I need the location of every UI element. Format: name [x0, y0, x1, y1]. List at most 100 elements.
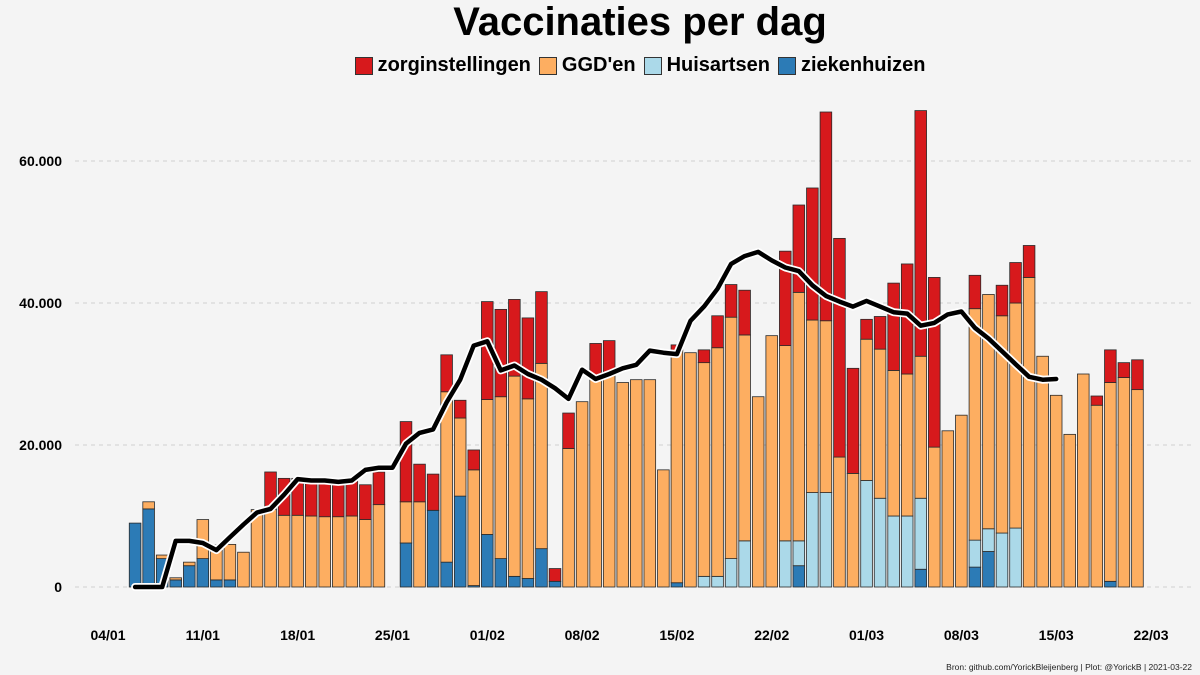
bar-segment-ggd-en [183, 561, 196, 567]
bar-segment-ggd-en [1077, 373, 1090, 588]
moving-average-line [132, 249, 1059, 590]
bar-segment-zorginstellingen [819, 111, 833, 322]
bar-segment-ggd-en [535, 362, 548, 550]
bar-segment-ziekenhuizen [223, 579, 237, 588]
bar-segment-ggd-en [1063, 433, 1076, 588]
bar-segment-huisartsen [914, 497, 927, 570]
bar-segment-ggd-en [1036, 355, 1049, 588]
bar-segment-ggd-en [900, 373, 914, 517]
bar-segment-zorginstellingen [968, 274, 982, 310]
bar-segment-huisartsen [995, 532, 1009, 588]
bar-segment-huisartsen [738, 540, 751, 588]
bar-segment-huisartsen [779, 540, 792, 588]
bar-segment-zorginstellingen [914, 110, 927, 357]
legend: zorginstellingen GGD'en Huisartsen ziekenhu… [0, 54, 1200, 77]
bar-segment-ggd-en [142, 501, 155, 510]
legend-label-zorginstellingen: zorginstellingen [377, 54, 531, 76]
bar-segment-ggd-en [494, 396, 508, 560]
bars-group [128, 110, 1144, 588]
bar-segment-ggd-en [630, 379, 643, 588]
bar-segment-ggd-en [318, 516, 331, 588]
bar-segment-zorginstellingen [873, 316, 887, 350]
bar-segment-huisartsen [860, 480, 873, 588]
bar-segment-ggd-en [1022, 277, 1036, 588]
bar-segment-zorginstellingen [928, 277, 941, 448]
bar-segment-ggd-en [602, 373, 616, 588]
y-tick-label: 0 [54, 579, 62, 595]
x-tick-label: 18/01 [280, 627, 315, 643]
bar-segment-ggd-en [724, 316, 738, 560]
bar-segment-ziekenhuizen [128, 522, 142, 588]
bar-segment-ggd-en [697, 362, 711, 577]
bar-segment-zorginstellingen [697, 349, 711, 364]
bar-segment-ggd-en [345, 515, 359, 588]
bar-segment-ggd-en [968, 308, 982, 541]
bar-segment-zorginstellingen [887, 282, 900, 371]
x-tick-label: 25/01 [375, 627, 410, 643]
bar-segment-ggd-en [751, 396, 765, 588]
bar-segment-ziekenhuizen [426, 509, 440, 588]
bar-segment-zorginstellingen [1131, 359, 1144, 391]
bar-segment-ggd-en [372, 504, 386, 588]
bar-segment-ziekenhuizen [670, 582, 684, 588]
bar-segment-ziekenhuizen [183, 565, 196, 588]
bar-segment-ggd-en [155, 554, 169, 559]
y-tick-label: 60.000 [19, 153, 62, 169]
bar-segment-ggd-en [819, 320, 833, 493]
bar-segment-ziekenhuizen [914, 568, 927, 588]
bar-segment-ggd-en [643, 379, 657, 588]
bar-segment-huisartsen [968, 539, 982, 568]
bar-segment-ziekenhuizen [508, 575, 521, 588]
bar-segment-ggd-en [508, 375, 521, 577]
bar-segment-ggd-en [779, 345, 792, 542]
x-tick-label: 08/02 [565, 627, 600, 643]
source-caption: Bron: github.com/YorickBleijenberg | Plo… [946, 662, 1192, 672]
bar-segment-zorginstellingen [304, 481, 318, 517]
bar-segment-ggd-en [792, 291, 806, 542]
bar-segment-zorginstellingen [508, 299, 521, 377]
bar-segment-ggd-en [453, 417, 467, 497]
bar-segment-ggd-en [264, 509, 277, 588]
bar-segment-ziekenhuizen [210, 579, 223, 588]
bar-segment-huisartsen [900, 515, 914, 588]
bar-segment-ggd-en [833, 456, 846, 588]
bar-segment-ggd-en [955, 414, 968, 588]
bar-segment-ggd-en [481, 399, 494, 535]
bar-segment-huisartsen [819, 492, 833, 588]
bar-segment-ggd-en [332, 516, 345, 588]
bar-segment-huisartsen [887, 515, 900, 588]
legend-label-ggd-en: GGD'en [561, 54, 636, 76]
legend-label-huisartsen: Huisartsen [666, 54, 770, 76]
bar-segment-zorginstellingen [467, 449, 480, 471]
bar-segment-ziekenhuizen [399, 542, 413, 588]
bar-segment-zorginstellingen [846, 367, 860, 474]
bar-segment-ggd-en [1009, 302, 1022, 529]
bar-segment-huisartsen [1009, 527, 1022, 588]
bar-segment-ggd-en [589, 378, 602, 588]
bar-segment-zorginstellingen [1022, 245, 1036, 278]
legend-swatch-ziekenhuizen [777, 56, 796, 75]
bar-segment-zorginstellingen [833, 237, 846, 458]
bar-segment-zorginstellingen [453, 399, 467, 419]
bar-segment-huisartsen [697, 575, 711, 588]
bar-segment-ggd-en [928, 446, 941, 588]
bar-segment-ziekenhuizen [142, 508, 155, 588]
y-tick-label: 20.000 [19, 437, 62, 453]
x-tick-label: 08/03 [944, 627, 979, 643]
bar-segment-ziekenhuizen [169, 579, 182, 588]
bar-segment-ziekenhuizen [196, 558, 210, 588]
x-tick-label: 04/01 [90, 627, 125, 643]
bar-segment-ggd-en [914, 355, 927, 499]
bar-segment-ggd-en [670, 350, 684, 584]
bar-segment-zorginstellingen [521, 317, 535, 400]
bar-segment-zorginstellingen [426, 473, 440, 511]
bar-segment-ggd-en [223, 544, 237, 581]
bar-segment-zorginstellingen [345, 479, 359, 517]
x-tick-label: 15/03 [1039, 627, 1074, 643]
bar-segment-zorginstellingen [860, 318, 873, 340]
x-tick-label: 01/02 [470, 627, 505, 643]
bar-segment-ggd-en [1049, 394, 1063, 588]
bar-segment-ggd-en [982, 294, 995, 530]
bar-segment-ggd-en [562, 448, 575, 588]
bar-segment-ggd-en [467, 469, 480, 586]
